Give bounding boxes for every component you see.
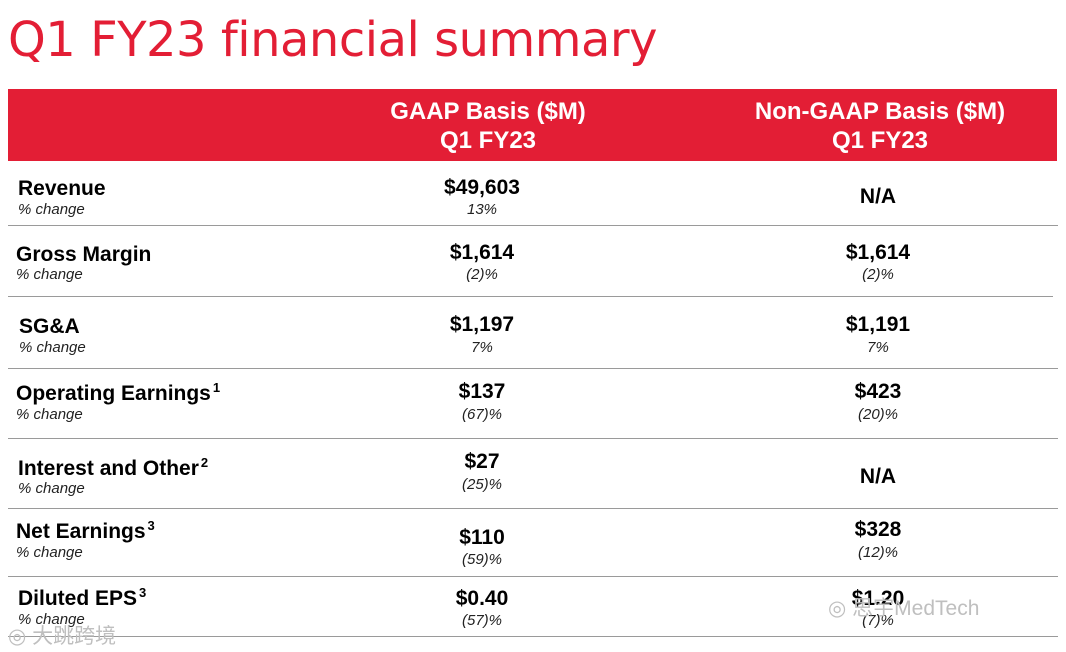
gaap-value-operating-earnings: $137 (458, 380, 506, 403)
row-sub-gross-margin: % change (16, 266, 83, 283)
gaap-change-sga: 7% (471, 339, 493, 356)
row-sub-net-earnings: % change (16, 544, 83, 561)
gaap-change-interest-and-other: (25)% (461, 476, 502, 493)
watermark-right: ◎ 思宇MedTech (828, 592, 979, 622)
row-sub-diluted-eps: % change (18, 611, 85, 628)
table-header: GAAP Basis ($M) Q1 FY23 Non-GAAP Basis (… (8, 89, 1057, 161)
row-sub-operating-earnings: % change (16, 406, 83, 423)
non-gaap-change-sga: 7% (867, 339, 889, 356)
gaap-value-gross-margin: $1,614 (449, 241, 515, 264)
row-label-net-earnings: Net Earnings 3 (16, 518, 155, 543)
header-gaap-line2: Q1 FY23 (439, 127, 537, 154)
non-gaap-value-sga: $1,191 (845, 313, 911, 336)
wechat-icon: ◎ (828, 597, 847, 620)
header-non-gaap-line1: Non-GAAP Basis ($M) (754, 98, 1006, 125)
non-gaap-change-operating-earnings: (20)% (857, 406, 898, 423)
row-divider (8, 438, 1058, 439)
row-divider (8, 296, 1053, 297)
row-divider (8, 576, 1058, 577)
gaap-change-operating-earnings: (67)% (461, 406, 502, 423)
gaap-change-revenue: 13% (466, 201, 498, 218)
row-label-diluted-eps: Diluted EPS 3 (18, 585, 147, 610)
row-sub-interest-and-other: % change (18, 480, 85, 497)
non-gaap-value-net-earnings: $328 (854, 518, 902, 541)
non-gaap-value-revenue: N/A (859, 185, 897, 208)
row-label-sga: SG&A (19, 315, 80, 338)
row-divider (8, 368, 1058, 369)
page-title: Q1 FY23 financial summary (8, 12, 658, 68)
non-gaap-change-net-earnings: (12)% (857, 544, 898, 561)
row-sub-sga: % change (19, 339, 86, 356)
row-label-interest-and-other: Interest and Other 2 (18, 455, 209, 480)
wechat-icon: ◎ (8, 625, 27, 648)
non-gaap-value-gross-margin: $1,614 (845, 241, 911, 264)
non-gaap-value-operating-earnings: $423 (854, 380, 902, 403)
gaap-value-sga: $1,197 (449, 313, 515, 336)
non-gaap-change-diluted-eps: (7)% (862, 612, 894, 629)
row-sub-revenue: % change (18, 201, 85, 218)
row-label-operating-earnings: Operating Earnings 1 (16, 380, 221, 405)
header-gaap: GAAP Basis ($M) Q1 FY23 (340, 97, 636, 155)
row-label-revenue: Revenue (18, 177, 106, 200)
gaap-value-net-earnings: $110 (459, 526, 505, 549)
non-gaap-change-gross-margin: (2)% (862, 266, 894, 283)
gaap-value-diluted-eps: $0.40 (455, 587, 509, 610)
watermark-left: ◎ 大跳跨境 (8, 620, 116, 650)
row-divider (8, 225, 1058, 226)
gaap-value-interest-and-other: $27 (464, 450, 500, 473)
watermark-left-text: 大跳跨境 (32, 625, 117, 648)
non-gaap-value-interest-and-other: N/A (859, 465, 897, 488)
header-gaap-line1: GAAP Basis ($M) (390, 98, 586, 125)
gaap-change-diluted-eps: (57)% (461, 612, 502, 629)
non-gaap-value-diluted-eps: $1.20 (851, 587, 905, 610)
gaap-change-net-earnings: (59)% (461, 551, 502, 568)
header-non-gaap-line2: Q1 FY23 (831, 127, 929, 154)
row-label-gross-margin: Gross Margin (16, 243, 152, 266)
row-divider (8, 636, 1058, 637)
gaap-change-gross-margin: (2)% (466, 266, 498, 283)
watermark-right-text: 思宇MedTech (852, 597, 980, 620)
header-non-gaap: Non-GAAP Basis ($M) Q1 FY23 (732, 97, 1028, 155)
row-divider (8, 508, 1058, 509)
gaap-value-revenue: $49,603 (444, 176, 520, 199)
